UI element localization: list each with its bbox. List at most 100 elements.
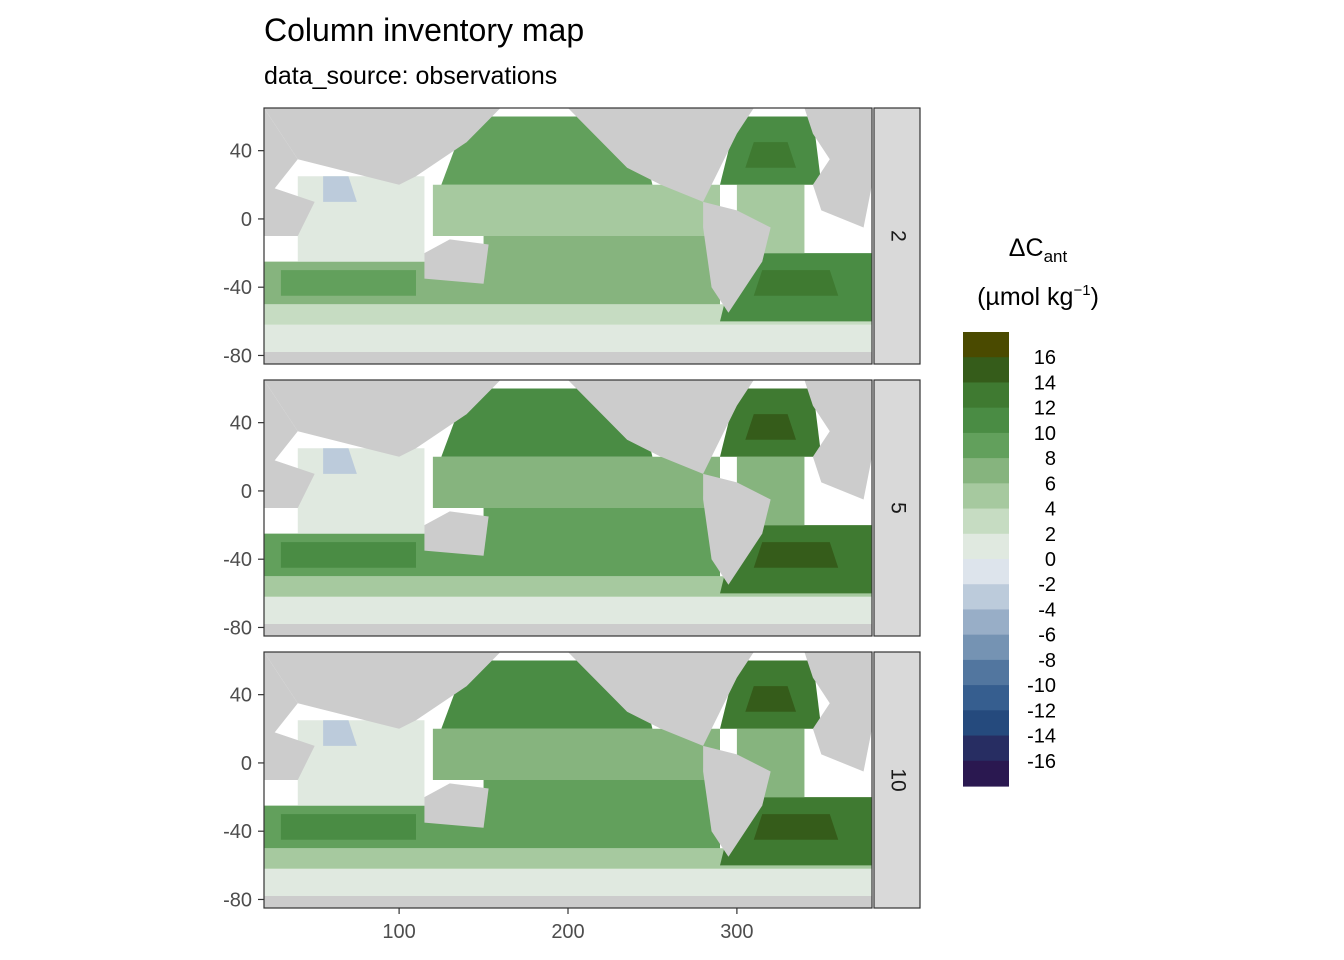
- legend-swatch: [963, 407, 1009, 434]
- legend-label: 10: [1034, 423, 1056, 445]
- ocean-region: [264, 304, 872, 325]
- y-tick-label: 40: [230, 685, 252, 707]
- land-mask: [264, 728, 315, 780]
- legend-units-prefix: (µmol kg: [977, 283, 1073, 311]
- y-tick-label: -80: [223, 617, 252, 639]
- x-axis: 100 200 300: [382, 908, 754, 943]
- ocean-region: [297, 720, 425, 806]
- ocean-region: [280, 814, 416, 840]
- legend-swatch: [963, 508, 1009, 535]
- ocean-region: [745, 414, 796, 440]
- land-mask: [264, 380, 501, 457]
- y-tick-label: -40: [223, 277, 252, 299]
- ocean-region: [753, 814, 839, 840]
- ocean-region: [745, 142, 796, 168]
- land-mask: [568, 380, 754, 474]
- y-tick-label: -40: [223, 821, 252, 843]
- color-legend: ΔCant (µmol kg−1) 16 14 12 10 8 6 4 2 0 -2 -4 -6 -8 -…: [963, 234, 1099, 787]
- legend-swatch: [963, 533, 1009, 560]
- legend-label: 6: [1045, 473, 1056, 495]
- legend-label: 2: [1045, 524, 1056, 546]
- land-mask: [804, 652, 872, 772]
- land-mask: [703, 745, 771, 857]
- ocean-region: [323, 448, 357, 474]
- legend-swatch: [963, 609, 1009, 636]
- land-mask: [703, 473, 771, 585]
- legend-title-sub: ant: [1044, 247, 1068, 266]
- ocean-region: [297, 176, 425, 262]
- land-mask: [424, 783, 489, 828]
- land-mask: [264, 352, 872, 364]
- land-mask: [703, 201, 771, 313]
- land-mask: [568, 108, 754, 202]
- legend-label: -12: [1027, 700, 1056, 722]
- land-mask: [804, 108, 872, 228]
- facet-panel: 40 0 -40 -80 10: [223, 651, 921, 911]
- ocean-region: [483, 236, 720, 296]
- legend-label: -2: [1038, 574, 1056, 596]
- legend-label: 14: [1034, 372, 1056, 394]
- legend-swatch: [963, 760, 1009, 787]
- ocean-map: [264, 108, 872, 364]
- land-mask: [264, 108, 501, 185]
- ocean-map: [264, 652, 872, 908]
- facet-panel: 40 0 -40 -80 2: [223, 107, 921, 367]
- ocean-region: [264, 576, 872, 597]
- legend-swatch: [963, 483, 1009, 510]
- land-mask: [424, 511, 489, 556]
- legend-swatch: [963, 659, 1009, 686]
- y-tick-label: -80: [223, 889, 252, 911]
- y-tick-label: 0: [241, 481, 252, 503]
- legend-label: -16: [1027, 751, 1056, 773]
- ocean-region: [323, 720, 357, 746]
- legend-swatch: [963, 559, 1009, 585]
- land-mask: [264, 184, 315, 236]
- legend-swatch: [963, 357, 1009, 384]
- legend-labels: 16 14 12 10 8 6 4 2 0 -2 -4 -6 -8 -10 -12 -14 -16: [1027, 347, 1056, 773]
- facet-strip: [873, 107, 921, 365]
- ocean-region: [753, 542, 839, 568]
- legend-units-sup: −1: [1073, 282, 1090, 299]
- legend-swatch: [963, 710, 1009, 737]
- facet-strip-label: 10: [886, 768, 909, 791]
- land-mask: [424, 239, 489, 284]
- legend-label: 0: [1045, 549, 1056, 571]
- legend-swatch: [963, 458, 1009, 484]
- x-tick-label: 100: [382, 921, 415, 943]
- land-mask: [804, 380, 872, 500]
- land-mask: [568, 652, 754, 746]
- legend-label: 16: [1034, 347, 1056, 369]
- ocean-region: [297, 448, 425, 534]
- legend-label: -14: [1027, 726, 1056, 748]
- land-mask: [264, 624, 872, 636]
- y-tick-label: -40: [223, 549, 252, 571]
- y-tick-label: 40: [230, 413, 252, 435]
- y-tick-label: 40: [230, 141, 252, 163]
- chart-subtitle: data_source: observations: [264, 62, 557, 90]
- legend-swatch: [963, 584, 1009, 611]
- ocean-region: [280, 542, 416, 568]
- facet-strip: [873, 379, 921, 637]
- legend-swatch: [963, 735, 1009, 762]
- legend-swatch: [963, 634, 1009, 661]
- y-tick-label: 0: [241, 209, 252, 231]
- land-mask: [264, 652, 298, 746]
- ocean-region: [483, 780, 720, 840]
- ocean-region: [432, 456, 720, 508]
- chart-title: Column inventory map: [264, 12, 584, 48]
- legend-swatch: [963, 332, 1009, 358]
- ocean-region: [432, 728, 720, 780]
- land-mask: [264, 456, 315, 508]
- panel-border: [263, 107, 873, 365]
- legend-swatch: [963, 432, 1009, 459]
- land-mask: [264, 380, 298, 474]
- y-tick-label: 0: [241, 753, 252, 775]
- panel-border: [263, 379, 873, 637]
- land-mask: [264, 652, 501, 729]
- land-mask: [264, 108, 298, 202]
- facet-panel: 40 0 -40 -80 5: [223, 379, 921, 639]
- legend-swatch: [963, 382, 1009, 409]
- ocean-map: [264, 380, 872, 636]
